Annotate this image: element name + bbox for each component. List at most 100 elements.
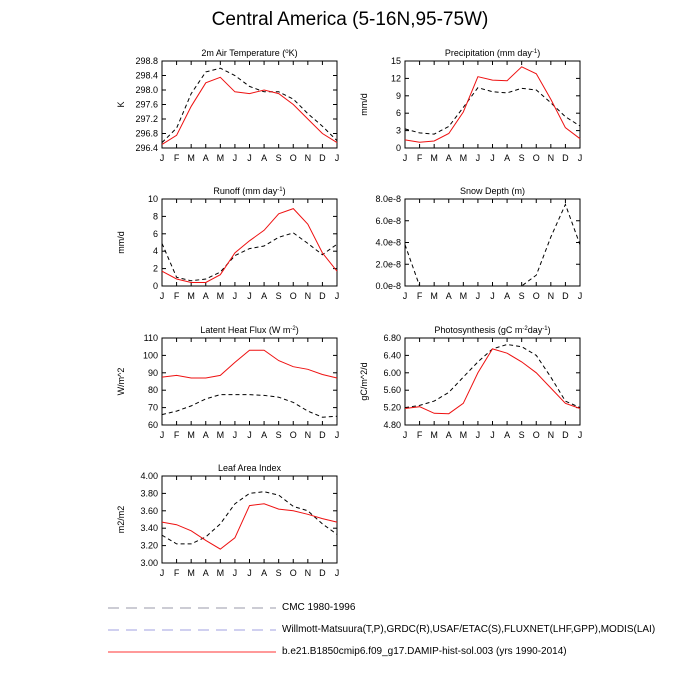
panel-temperature: J F M A M J J A S O N D J296.4296.8297.2297.6298.029… <box>116 48 339 163</box>
y-tick-label: 3.80 <box>140 488 158 498</box>
y-tick-label: 298.0 <box>135 85 158 95</box>
y-tick-label: 8.0e-8 <box>375 194 401 204</box>
x-tick-label: S <box>276 153 282 163</box>
legend-swatch-model <box>108 651 276 653</box>
y-tick-label: 4.0e-8 <box>375 238 401 248</box>
y-axis-label: gC/m^2/d <box>359 362 369 400</box>
x-tick-label: A <box>261 153 267 163</box>
x-tick-label: M <box>460 153 468 163</box>
x-tick-label: J <box>476 153 481 163</box>
x-tick-label: A <box>203 430 209 440</box>
x-tick-label: N <box>305 430 312 440</box>
plot-frame <box>161 60 338 149</box>
x-tick-label: J <box>247 430 252 440</box>
x-tick-label: J <box>476 291 481 301</box>
x-tick-label: A <box>504 430 510 440</box>
legend-row-observations <box>108 622 278 638</box>
x-tick-label: J <box>578 430 583 440</box>
y-tick-label: 296.8 <box>135 129 158 139</box>
x-tick-label: M <box>187 153 195 163</box>
y-tick-label: 296.4 <box>135 143 158 153</box>
series-line-observed <box>161 394 338 418</box>
series-line-model <box>161 208 338 283</box>
x-tick-label: N <box>548 153 555 163</box>
y-tick-label: 100 <box>143 350 158 360</box>
y-tick-label: 297.6 <box>135 100 158 110</box>
y-tick-label: 90 <box>148 368 158 378</box>
series-line-observed <box>404 87 581 135</box>
x-tick-label: J <box>233 153 238 163</box>
x-tick-label: M <box>430 291 438 301</box>
y-tick-label: 0 <box>153 281 158 291</box>
x-tick-label: M <box>187 430 195 440</box>
x-tick-label: S <box>276 430 282 440</box>
x-tick-label: J <box>233 291 238 301</box>
y-tick-label: 6.0e-8 <box>375 216 401 226</box>
y-tick-label: 297.2 <box>135 114 158 124</box>
y-axis-label: m2/m2 <box>116 506 126 534</box>
y-tick-label: 6.40 <box>383 350 401 360</box>
y-tick-label: 70 <box>148 403 158 413</box>
x-tick-label: O <box>290 153 297 163</box>
x-tick-label: M <box>460 291 468 301</box>
x-tick-label: J <box>160 430 165 440</box>
y-tick-label: 298.4 <box>135 71 158 81</box>
panel-leaf-area-index: J F M A M J J A S O N D J3.003.203.403.603.804.00Lea… <box>116 463 339 578</box>
y-axis-label: W/m^2 <box>116 368 126 396</box>
x-tick-label: M <box>187 291 195 301</box>
series-line-model <box>161 76 338 145</box>
panel-photosynthesis: J F M A M J J A S O N D J4.805.205.606.006.406.80Pho… <box>359 325 582 440</box>
x-tick-label: M <box>460 430 468 440</box>
series-line-observed <box>161 67 338 143</box>
series-line-model <box>161 503 338 550</box>
x-tick-label: O <box>533 291 540 301</box>
x-tick-label: J <box>403 291 408 301</box>
plot-frame <box>404 198 581 287</box>
x-tick-label: J <box>335 153 340 163</box>
x-tick-label: D <box>319 291 326 301</box>
x-tick-label: J <box>403 153 408 163</box>
x-tick-label: J <box>578 153 583 163</box>
x-tick-label: S <box>276 568 282 578</box>
y-axis-label: mm/d <box>359 93 369 116</box>
x-tick-label: D <box>562 291 569 301</box>
x-tick-label: D <box>319 568 326 578</box>
y-tick-label: 2.0e-8 <box>375 259 401 269</box>
x-tick-label: A <box>504 291 510 301</box>
legend-label-model: b.e21.B1850cmip6.f09_g17.DAMIP-hist-sol.… <box>282 646 567 657</box>
x-tick-label: J <box>403 430 408 440</box>
y-tick-label: 6 <box>153 229 158 239</box>
x-tick-label: O <box>290 568 297 578</box>
y-tick-label: 8 <box>153 211 158 221</box>
x-tick-label: M <box>217 568 225 578</box>
x-tick-label: M <box>217 430 225 440</box>
y-tick-label: 110 <box>144 333 158 343</box>
x-tick-label: A <box>504 153 510 163</box>
y-tick-label: 12 <box>391 73 401 83</box>
x-tick-label: J <box>476 430 481 440</box>
panel-snow-depth: J F M A M J J A S O N D J0.0e-82.0e-84.0e-86.0e-88.0… <box>375 186 582 301</box>
y-axis-label: mm/d <box>116 231 126 254</box>
x-tick-label: M <box>217 153 225 163</box>
x-tick-label: S <box>276 291 282 301</box>
y-tick-label: 298.8 <box>135 56 158 66</box>
x-tick-label: A <box>261 430 267 440</box>
y-tick-label: 3.00 <box>140 558 158 568</box>
x-tick-label: N <box>305 568 312 578</box>
x-tick-label: N <box>548 291 555 301</box>
x-tick-label: J <box>247 153 252 163</box>
legend-swatch-observations <box>108 629 276 631</box>
x-tick-label: J <box>247 568 252 578</box>
x-tick-label: N <box>548 430 555 440</box>
x-tick-label: J <box>335 430 340 440</box>
y-tick-label: 6.80 <box>383 333 401 343</box>
y-tick-label: 6 <box>396 108 401 118</box>
x-tick-label: D <box>319 153 326 163</box>
y-tick-label: 15 <box>391 56 401 66</box>
x-tick-label: J <box>160 153 165 163</box>
x-tick-label: F <box>174 430 180 440</box>
x-tick-label: S <box>519 291 525 301</box>
series-line-observed <box>161 232 338 282</box>
